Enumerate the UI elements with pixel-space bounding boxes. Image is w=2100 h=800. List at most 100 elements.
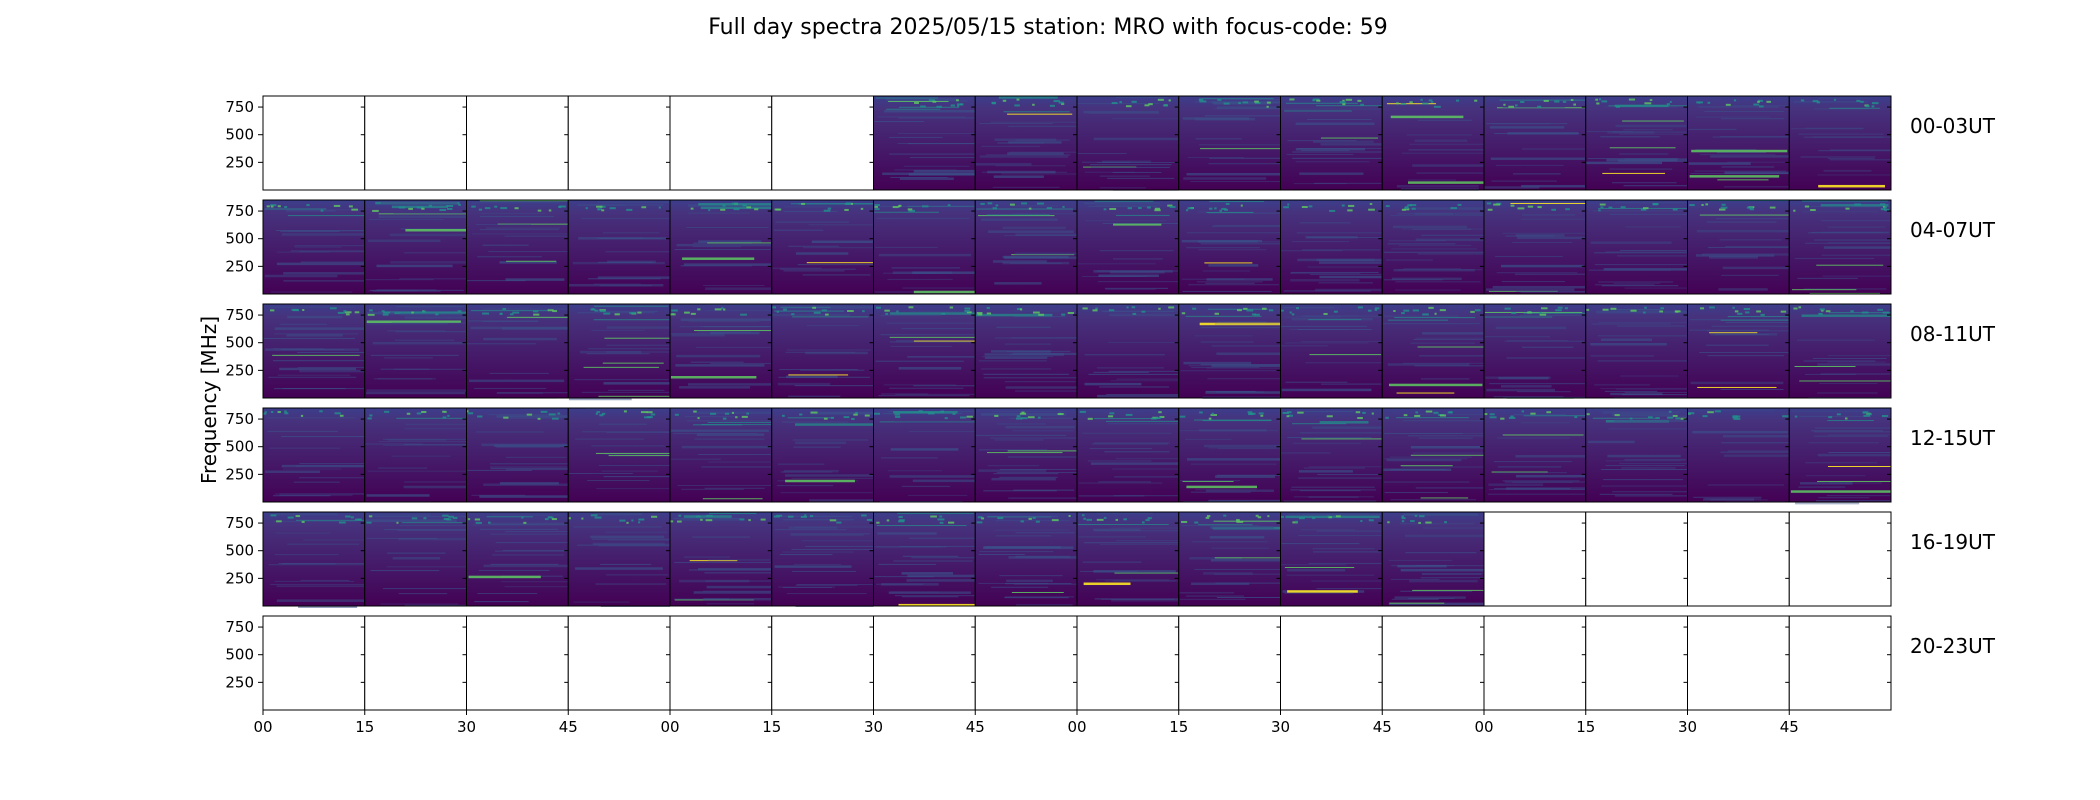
spectral-line: [1002, 226, 1066, 230]
rfi-speck: [964, 307, 971, 310]
rfi-speck: [1037, 416, 1041, 419]
spectral-line: [1211, 226, 1281, 228]
spectral-line: [1010, 262, 1062, 264]
rfi-speck: [895, 415, 901, 418]
rfi-speck: [638, 521, 641, 524]
spectral-line: [1383, 481, 1470, 483]
spectral-line: [704, 572, 772, 574]
spectral-line: [676, 243, 772, 247]
spectral-line: [1494, 488, 1571, 490]
spectral-line: [781, 515, 853, 517]
ytick-label: 500: [225, 542, 254, 560]
spectral-line: [801, 540, 874, 542]
panel-frame: [1788, 511, 1892, 607]
spectral-line: [490, 514, 564, 516]
empty-panel: [263, 96, 365, 190]
rfi-speck: [1002, 99, 1007, 102]
spectral-line: [303, 539, 365, 541]
spectral-line: [670, 429, 769, 432]
spectral-line: [1819, 382, 1878, 384]
rfi-speck: [1108, 309, 1115, 312]
rfi-speck: [949, 306, 954, 309]
spectral-line: [1803, 136, 1884, 138]
rfi-speck: [700, 518, 703, 521]
spectral-line: [1312, 548, 1375, 550]
panel-background: [1484, 96, 1586, 190]
panel-background: [263, 512, 365, 606]
rfi-speck: [1655, 417, 1660, 420]
rfi-speck: [1753, 103, 1760, 106]
xtick-label: 30: [864, 718, 883, 736]
spectral-line: [383, 444, 466, 446]
spectral-line: [885, 97, 958, 101]
spectral-line: [1501, 281, 1565, 283]
rfi-speck: [1283, 206, 1289, 209]
spectral-line: [978, 215, 1055, 217]
rfi-speck: [776, 208, 782, 211]
spectrogram-panel: [466, 95, 569, 191]
spectral-line: [1611, 413, 1673, 416]
spectral-line: [1384, 432, 1463, 434]
spectral-line: [471, 494, 526, 496]
rfi-speck: [1326, 415, 1333, 418]
rfi-speck: [540, 410, 548, 413]
rfi-speck: [1598, 209, 1601, 212]
spectral-line: [1397, 213, 1454, 215]
spectral-line: [1417, 346, 1484, 348]
rfi-speck: [547, 516, 553, 519]
spectral-line: [908, 173, 976, 176]
rfi-speck: [1610, 307, 1617, 310]
spectral-line: [1186, 458, 1281, 461]
x-axis: 00 15 30 45 00 15 30 45 00 15 30 45 00 15 30 45: [253, 710, 1799, 736]
spectral-line: [1621, 394, 1688, 396]
spectral-line: [573, 526, 662, 528]
panel-background: [1789, 408, 1891, 502]
spectral-line: [366, 391, 465, 395]
rfi-speck: [1595, 98, 1599, 101]
panel-background: [1484, 200, 1586, 294]
rfi-speck: [601, 209, 605, 212]
rfi-speck: [720, 208, 726, 211]
rfi-speck: [874, 204, 881, 207]
spectral-line: [1493, 461, 1572, 463]
spectral-line: [404, 316, 467, 319]
spectral-line: [606, 326, 670, 329]
spectral-line: [1415, 487, 1484, 489]
spectral-line: [700, 206, 772, 210]
spectral-line: [1004, 343, 1052, 345]
spectral-line: [1283, 500, 1377, 502]
spectrogram-panel: [1178, 199, 1281, 295]
spectral-line: [787, 417, 835, 419]
xtick-label: 45: [966, 718, 985, 736]
spectral-line: [1391, 248, 1477, 250]
spectral-line: [979, 155, 1069, 158]
rfi-speck: [344, 311, 352, 314]
empty-panel: [1687, 616, 1790, 710]
rfi-speck: [366, 521, 372, 524]
rfi-speck: [1132, 312, 1137, 315]
rfi-speck: [568, 517, 571, 520]
spectral-line: [1523, 415, 1586, 417]
rfi-speck: [1794, 415, 1798, 418]
spectral-line: [1109, 313, 1179, 317]
spectral-line: [987, 230, 1074, 233]
spectral-line: [794, 423, 874, 426]
spectral-line: [785, 479, 855, 483]
rfi-speck: [1020, 520, 1025, 523]
spectral-line: [1191, 541, 1268, 543]
spectral-line: [906, 579, 976, 582]
rfi-speck: [626, 521, 629, 524]
rfi-speck: [1146, 206, 1151, 209]
row-label: 16-19UT: [1910, 530, 1996, 554]
spectral-line: [392, 557, 441, 560]
spectral-line: [1182, 117, 1250, 120]
spectral-line: [675, 364, 765, 367]
spectral-line: [1521, 184, 1586, 188]
rfi-speck: [977, 516, 983, 519]
spectral-line: [1295, 148, 1366, 151]
rfi-speck: [319, 410, 323, 413]
rfi-speck: [1145, 519, 1150, 522]
rfi-speck: [1555, 309, 1562, 312]
rfi-speck: [351, 208, 358, 211]
